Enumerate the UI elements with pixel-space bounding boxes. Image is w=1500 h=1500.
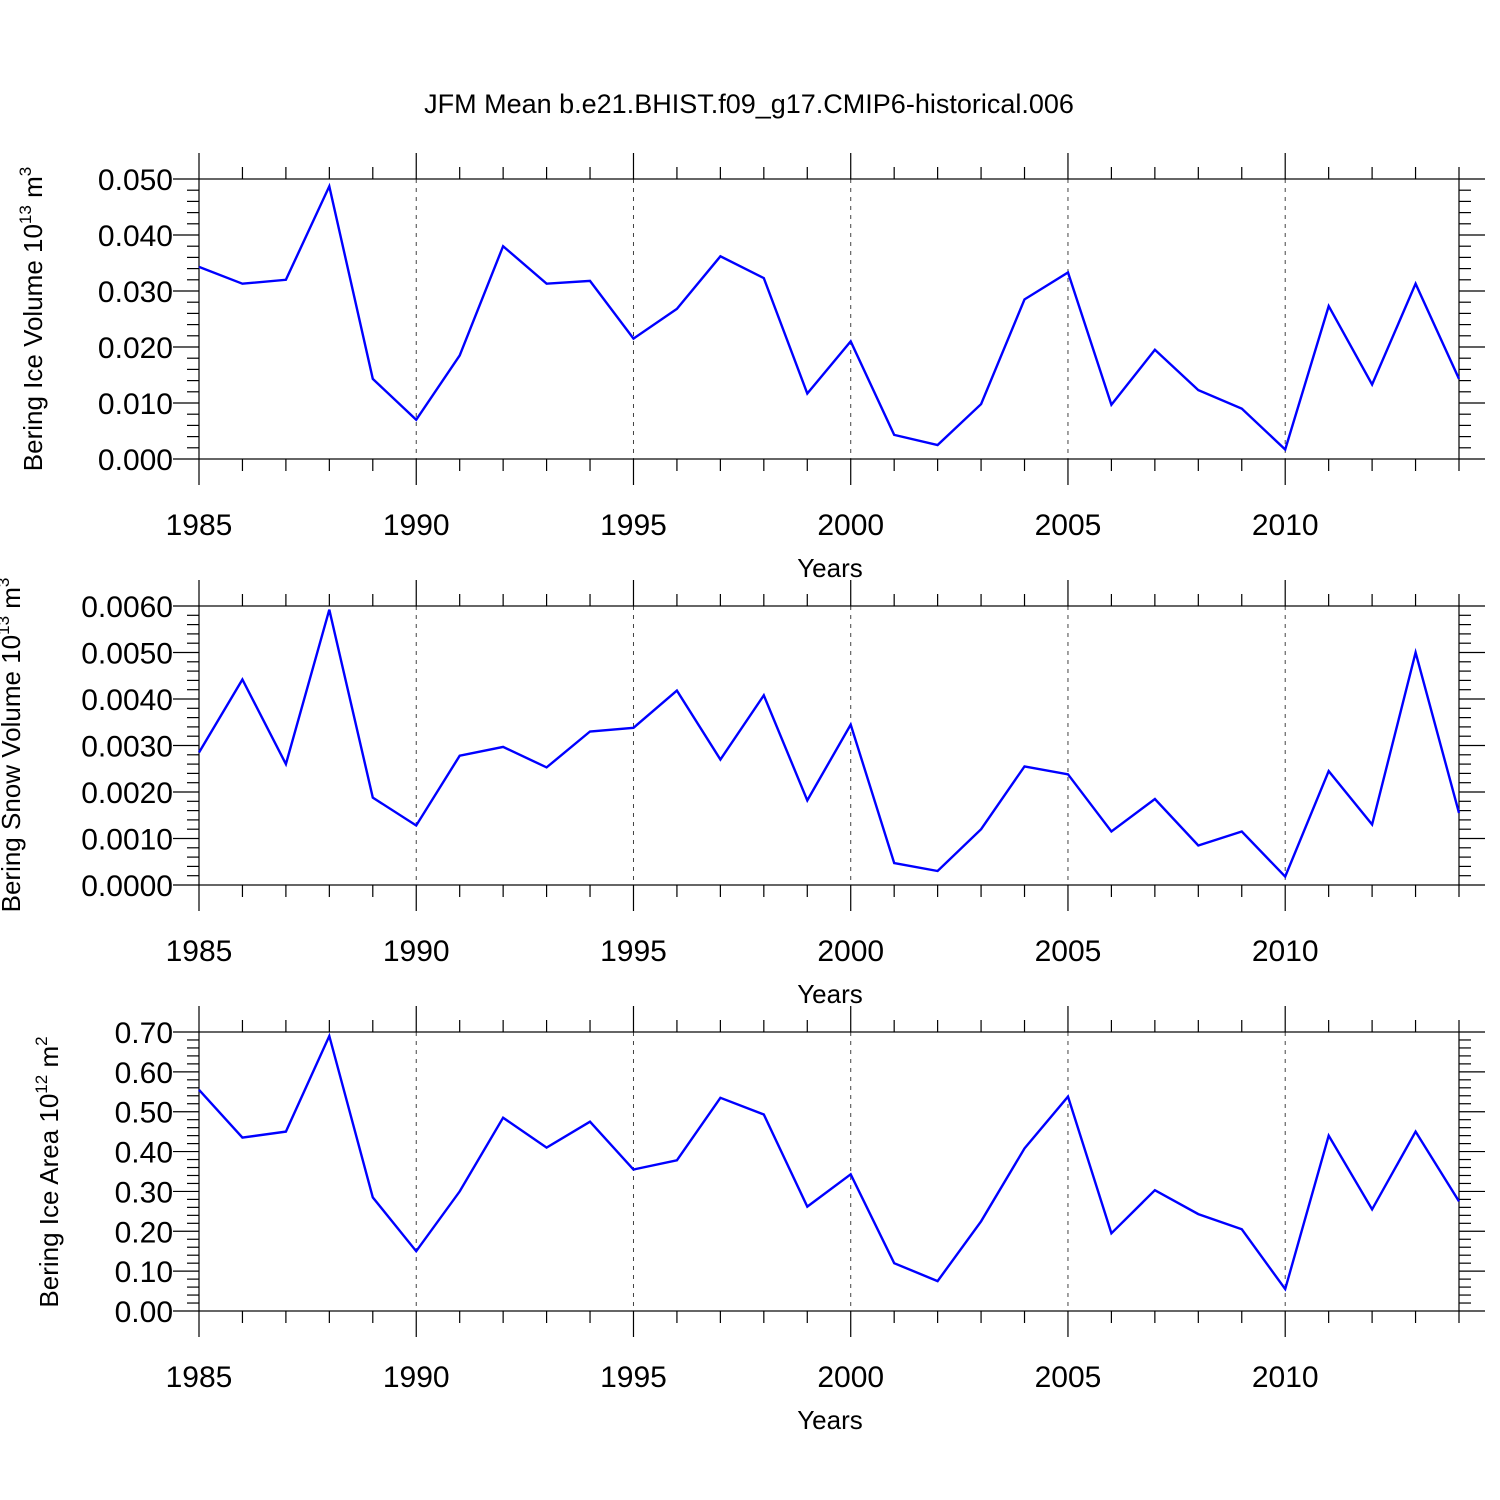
- y-axis-title-text: m: [34, 1046, 64, 1075]
- y-tick-label: 0.000: [98, 444, 173, 477]
- y-tick-label: 0.10: [115, 1256, 173, 1289]
- series-line: [197, 609, 1461, 879]
- y-axis-title-text: Bering Ice Area 10: [34, 1094, 64, 1308]
- y-tick-label: 0.0040: [81, 684, 173, 717]
- x-tick-label: 2010: [1252, 509, 1319, 542]
- y-tick-label: 0.0030: [81, 731, 173, 764]
- y-tick-label: 0.00: [115, 1296, 173, 1329]
- x-tick-label: 2010: [1252, 935, 1319, 968]
- x-tick-label: 1995: [600, 1361, 667, 1394]
- y-tick-label: 0.030: [98, 276, 173, 309]
- y-axis-title-text: m: [18, 176, 48, 205]
- series-line: [198, 182, 1461, 452]
- y-axis-title: Bering Ice Area 1012 m2: [32, 1036, 64, 1307]
- series-line: [198, 1032, 1461, 1292]
- x-tick-label: 1990: [383, 935, 450, 968]
- x-tick-label: 2000: [817, 935, 884, 968]
- x-tick-label: 1990: [383, 509, 450, 542]
- x-axis-title: Years: [797, 979, 863, 1009]
- y-tick-label: 0.40: [115, 1137, 173, 1170]
- y-tick-label: 0.30: [115, 1176, 173, 1209]
- y-axis-title-text: Bering Ice Volume 10: [18, 224, 48, 471]
- plot-frame: [198, 605, 1460, 886]
- x-tick-label: 1985: [166, 1361, 233, 1394]
- y-tick-label: 0.20: [115, 1216, 173, 1249]
- y-tick-label: 0.70: [115, 1017, 173, 1050]
- y-axis-title-exponent: 3: [16, 167, 35, 176]
- y-tick-label: 0.50: [115, 1097, 173, 1130]
- x-tick-label: 1985: [166, 509, 233, 542]
- plot-frame: [198, 178, 1460, 460]
- y-tick-label: 0.0010: [81, 824, 173, 857]
- chart-title: JFM Mean b.e21.BHIST.f09_g17.CMIP6-histo…: [424, 89, 1074, 119]
- panel-3: 1985 1990 1995 2000 2005 2010 0.00 0.10 0.20 0.30…: [32, 1006, 1485, 1435]
- y-axis-title-exponent: 13: [0, 616, 13, 635]
- chart-panels: 1985 1990 1995 2000 2005 2010 0.000 0.010 0.020 0…: [0, 153, 1485, 1435]
- y-tick-label: 0.0020: [81, 777, 173, 810]
- x-tick-label: 2005: [1035, 509, 1102, 542]
- x-tick-label: 2005: [1035, 1361, 1102, 1394]
- panel-2: 1985 1990 1995 2000 2005 2010 0.0000 0.0010 0.00…: [0, 578, 1485, 1009]
- y-tick-label: 0.0000: [81, 870, 173, 903]
- x-tick-label: 2000: [817, 509, 884, 542]
- x-tick-label: 2010: [1252, 1361, 1319, 1394]
- y-axis-title-text: Bering Snow Volume 10: [0, 635, 26, 913]
- y-axis-title: Bering Snow Volume 1013 m3: [0, 578, 26, 913]
- panel-1: 1985 1990 1995 2000 2005 2010 0.000 0.010 0.020 0…: [16, 153, 1485, 583]
- y-tick-label: 0.60: [115, 1057, 173, 1090]
- y-axis-title-exponent: 13: [16, 205, 35, 224]
- x-tick-label: 1995: [600, 509, 667, 542]
- y-tick-label: 0.010: [98, 388, 173, 421]
- y-axis-title-text: m: [0, 587, 26, 616]
- y-axis-title-exponent: 3: [0, 578, 13, 587]
- x-tick-label: 2005: [1035, 935, 1102, 968]
- x-tick-label: 2000: [817, 1361, 884, 1394]
- x-axis-title: Years: [797, 1405, 863, 1435]
- y-axis-title-exponent: 12: [32, 1075, 51, 1094]
- y-tick-label: 0.0050: [81, 638, 173, 671]
- y-tick-label: 0.020: [98, 332, 173, 365]
- y-tick-label: 0.050: [98, 164, 173, 197]
- plot-frame: [198, 1031, 1460, 1312]
- x-tick-label: 1990: [383, 1361, 450, 1394]
- x-tick-label: 1985: [166, 935, 233, 968]
- y-tick-label: 0.0060: [81, 591, 173, 624]
- y-axis-title: Bering Ice Volume 1013 m3: [16, 167, 48, 471]
- x-axis-title: Years: [797, 553, 863, 583]
- x-tick-label: 1995: [600, 935, 667, 968]
- y-axis-title-exponent: 2: [32, 1036, 51, 1045]
- y-tick-label: 0.040: [98, 220, 173, 253]
